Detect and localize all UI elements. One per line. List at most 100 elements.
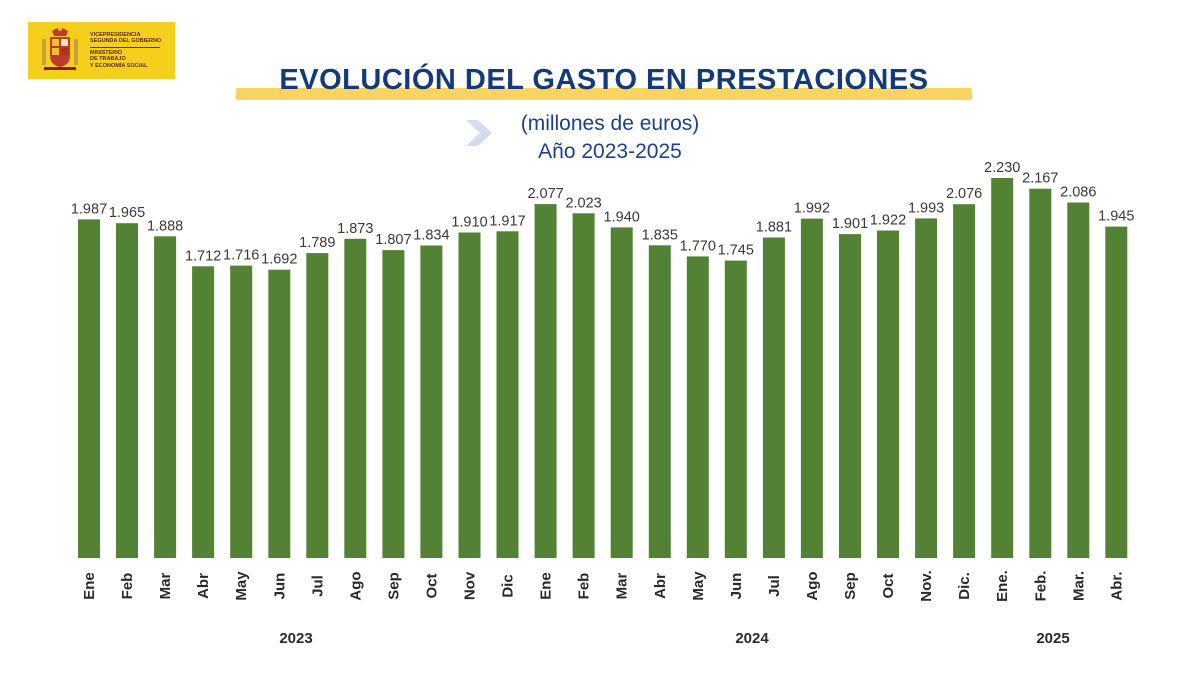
bar bbox=[382, 250, 405, 558]
bar bbox=[306, 253, 329, 558]
bar bbox=[953, 204, 976, 558]
category-tick-label: Oct bbox=[880, 573, 897, 598]
bar-value-label: 1.992 bbox=[794, 201, 830, 217]
bar bbox=[458, 232, 481, 558]
bar-value-label: 1.789 bbox=[299, 235, 335, 251]
bar bbox=[344, 238, 367, 559]
title-underline-bar bbox=[236, 88, 972, 100]
bar-value-label: 1.965 bbox=[109, 205, 145, 221]
subtitle-years: Año 2023-2025 bbox=[538, 140, 682, 163]
bar-value-label: 1.888 bbox=[147, 218, 183, 234]
category-tick-label: Jun bbox=[271, 573, 288, 600]
category-tick-label: Oct bbox=[423, 573, 440, 598]
logo-line: de Trabajo bbox=[90, 56, 126, 63]
category-tick-label: Nov bbox=[462, 571, 479, 600]
category-tick-label: Ene bbox=[81, 572, 98, 600]
bar bbox=[1029, 188, 1052, 558]
bar bbox=[420, 245, 443, 558]
bar bbox=[496, 231, 519, 559]
category-tick-label: Ene. bbox=[994, 570, 1011, 602]
bar-value-label: 1.712 bbox=[185, 248, 221, 264]
bar bbox=[762, 237, 785, 558]
bar-value-label: 1.834 bbox=[413, 228, 449, 244]
bar bbox=[116, 223, 138, 558]
bar-value-label: 2.023 bbox=[565, 195, 601, 211]
category-tick-label: Sep bbox=[385, 572, 402, 600]
category-tick-label: Mar bbox=[157, 573, 174, 600]
category-tick-label: Ago bbox=[804, 571, 821, 600]
category-tick-label: Jun bbox=[728, 573, 745, 600]
category-tick-label: Ago bbox=[347, 571, 364, 600]
bar-value-label: 1.745 bbox=[718, 243, 754, 259]
year-group-label: 2025 bbox=[1036, 630, 1069, 647]
bar bbox=[648, 245, 671, 559]
bar-value-label: 1.917 bbox=[489, 213, 525, 229]
subtitle-units: (millones de euros) bbox=[520, 112, 700, 135]
category-tick-label: Feb. bbox=[1032, 571, 1049, 602]
category-tick-label: Dic bbox=[500, 574, 517, 597]
bar-value-label: 2.076 bbox=[946, 186, 982, 202]
category-tick-label: Jul bbox=[766, 575, 783, 597]
bar bbox=[230, 265, 253, 558]
bar-value-label: 1.940 bbox=[604, 209, 640, 225]
logo-line: Ministerio bbox=[90, 49, 123, 56]
bar-value-label: 1.881 bbox=[756, 220, 792, 236]
bar bbox=[1067, 202, 1090, 558]
bar-value-label: 1.873 bbox=[337, 221, 373, 237]
chart-subtitle: (millones de euros) Año 2023-2025 bbox=[460, 110, 760, 166]
category-tick-label: Mar. bbox=[1070, 571, 1087, 601]
government-logo: Vicepresidencia Segunda del Gobierno Min… bbox=[28, 22, 175, 79]
coat-of-arms-icon bbox=[42, 26, 78, 70]
bar bbox=[877, 230, 899, 558]
bar-value-label: 1.922 bbox=[870, 213, 906, 229]
category-tick-label: Abr bbox=[195, 573, 212, 599]
bar-value-label: 1.807 bbox=[375, 232, 411, 248]
category-tick-label: May bbox=[233, 571, 250, 601]
bar bbox=[800, 218, 823, 558]
category-tick-label: May bbox=[690, 571, 707, 601]
bar bbox=[991, 178, 1014, 558]
bar bbox=[534, 204, 557, 558]
bar-value-label: 2.077 bbox=[527, 186, 563, 202]
bar bbox=[1105, 226, 1128, 558]
bar-value-label: 2.086 bbox=[1060, 185, 1096, 201]
bar bbox=[192, 266, 215, 558]
bar bbox=[686, 256, 709, 558]
category-tick-label: Feb bbox=[576, 573, 593, 600]
bar-value-label: 1.716 bbox=[223, 248, 259, 264]
category-tick-label: Mar bbox=[614, 573, 631, 600]
logo-line: Vicepresidencia bbox=[90, 31, 141, 38]
bar-value-label: 2.167 bbox=[1022, 171, 1058, 187]
category-tick-label: Jul bbox=[309, 575, 326, 597]
category-tick-label: Feb bbox=[119, 573, 136, 600]
bar bbox=[572, 213, 595, 559]
category-tick-label: Dic. bbox=[956, 572, 973, 600]
bar bbox=[78, 219, 100, 558]
bar-value-label: 1.945 bbox=[1098, 209, 1134, 225]
bar-value-label: 1.993 bbox=[908, 200, 944, 216]
bar-value-label: 1.910 bbox=[451, 215, 487, 231]
year-group-label: 2024 bbox=[735, 630, 769, 647]
logo-line: Segunda del Gobierno bbox=[90, 38, 162, 45]
category-tick-label: Nov. bbox=[918, 570, 935, 601]
bar bbox=[839, 234, 861, 558]
bar-value-label: 1.987 bbox=[71, 201, 107, 217]
category-tick-label: Abr bbox=[652, 573, 669, 599]
chevron-right-icon bbox=[466, 120, 492, 146]
bar bbox=[610, 227, 633, 558]
year-group-label: 2023 bbox=[279, 630, 312, 647]
logo-line: y Economía Social bbox=[90, 62, 148, 69]
bar bbox=[268, 269, 291, 558]
category-tick-label: Abr. bbox=[1108, 571, 1125, 600]
bar bbox=[154, 236, 177, 559]
bar-value-label: 1.692 bbox=[261, 252, 297, 268]
chart-title: EVOLUCIÓN DEL GASTO EN PRESTACIONES bbox=[279, 64, 929, 96]
bar bbox=[724, 260, 747, 558]
bar-value-label: 2.230 bbox=[984, 160, 1020, 176]
bar-value-label: 1.770 bbox=[680, 238, 716, 254]
category-tick-label: Ene bbox=[538, 572, 555, 600]
bar bbox=[915, 218, 938, 558]
bar-value-label: 1.835 bbox=[642, 227, 678, 243]
bar-value-label: 1.901 bbox=[832, 216, 868, 232]
